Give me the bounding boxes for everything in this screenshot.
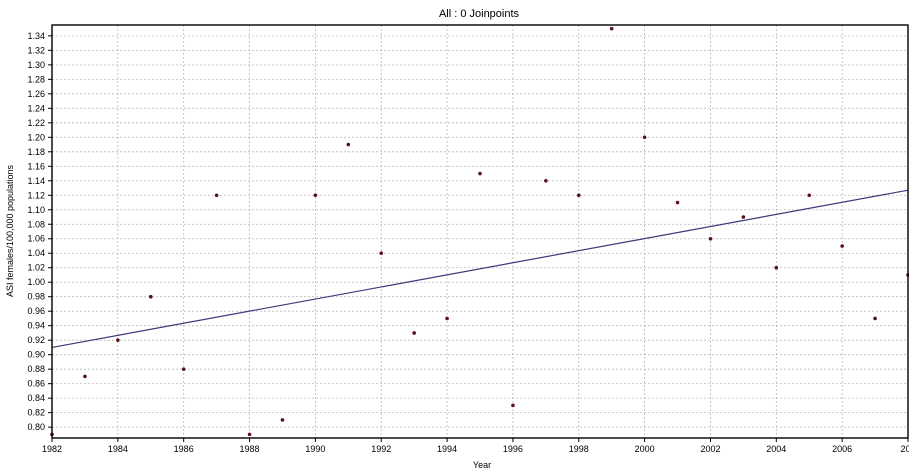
y-tick-label: 1.04 (27, 248, 45, 258)
y-tick-label: 1.16 (27, 161, 45, 171)
x-tick-labels: 1982 1984 1986 1988 1990 1992 1994 1996 1998 2000… (42, 438, 909, 454)
data-point (576, 193, 581, 198)
data-point (544, 178, 548, 183)
y-tick-label: 1.06 (27, 234, 45, 244)
y-tick-label: 1.26 (27, 89, 45, 99)
x-tick-label: 2006 (832, 444, 852, 454)
data-point (280, 418, 285, 422)
data-point (774, 265, 779, 270)
trend-line (51, 189, 909, 349)
y-tick-label: 0.82 (27, 408, 45, 418)
y-tick-label: 1.32 (27, 45, 45, 55)
y-tick-label: 1.14 (27, 176, 45, 186)
y-tick-label: 1.02 (27, 263, 45, 273)
x-tick-label: 200 (900, 444, 909, 454)
x-tick-label: 1982 (42, 444, 62, 454)
y-tick-label: 1.18 (27, 147, 45, 157)
y-tick-label: 1.28 (27, 74, 45, 84)
y-tick-label: 0.86 (27, 379, 45, 389)
data-point (148, 294, 153, 299)
data-point (247, 432, 252, 437)
x-tick-label: 2002 (700, 444, 720, 454)
x-tick-label: 1988 (240, 444, 260, 454)
y-tick-label: 1.00 (27, 277, 45, 287)
data-point (675, 200, 680, 205)
y-axis-label: ASI females/100,000 populations (5, 164, 15, 297)
y-tick-label: 0.90 (27, 350, 45, 360)
y-tick-label: 1.12 (27, 190, 45, 200)
y-tick-label: 0.96 (27, 306, 45, 316)
x-tick-label: 1986 (174, 444, 194, 454)
x-tick-label: 1992 (371, 444, 391, 454)
y-tick-label: 0.94 (27, 321, 45, 331)
data-point (609, 26, 614, 31)
data-point (181, 367, 186, 371)
data-point (511, 403, 515, 408)
y-tick-label: 1.22 (27, 118, 45, 128)
y-tick-label: 0.80 (27, 422, 45, 432)
trend-layer (51, 189, 909, 349)
grid-layer (52, 25, 908, 438)
data-point (116, 338, 120, 342)
data-point (478, 171, 482, 176)
y-tick-label: 1.08 (27, 219, 45, 229)
x-tick-label: 1990 (305, 444, 325, 454)
x-tick-label: 2004 (766, 444, 786, 454)
y-tick-label: 0.88 (27, 364, 45, 374)
data-point (346, 142, 351, 147)
plot-frame (51, 24, 909, 439)
y-tick-label: 1.20 (27, 132, 45, 142)
y-tick-label: 1.30 (27, 60, 45, 70)
y-tick-labels: 0.80 0.82 0.84 0.86 0.88 0.90 0.92 0.94 0.96 0.98… (27, 31, 52, 432)
data-point (642, 135, 647, 140)
points-layer (50, 26, 909, 437)
x-tick-label: 1994 (437, 444, 457, 454)
y-tick-label: 1.34 (27, 31, 45, 41)
data-point (445, 316, 449, 321)
x-axis-label: Year (473, 460, 491, 469)
y-tick-label: 1.24 (27, 103, 45, 113)
y-tick-label: 1.10 (27, 205, 45, 215)
chart-title: All : 0 Joinpoints (439, 8, 520, 20)
data-point (83, 374, 87, 379)
data-point (214, 193, 219, 198)
x-tick-label: 1998 (569, 444, 589, 454)
data-point (873, 316, 877, 321)
y-tick-label: 0.84 (27, 393, 45, 403)
x-tick-label: 1996 (503, 444, 523, 454)
data-point (807, 193, 812, 198)
data-point (708, 236, 713, 241)
x-tick-label: 1984 (108, 444, 128, 454)
y-tick-label: 0.98 (27, 292, 45, 302)
data-point (379, 251, 384, 256)
data-point (840, 244, 844, 248)
data-point (313, 193, 318, 198)
x-tick-label: 2000 (635, 444, 655, 454)
data-point (741, 215, 746, 219)
y-tick-label: 0.92 (27, 335, 45, 345)
data-point (412, 331, 416, 335)
